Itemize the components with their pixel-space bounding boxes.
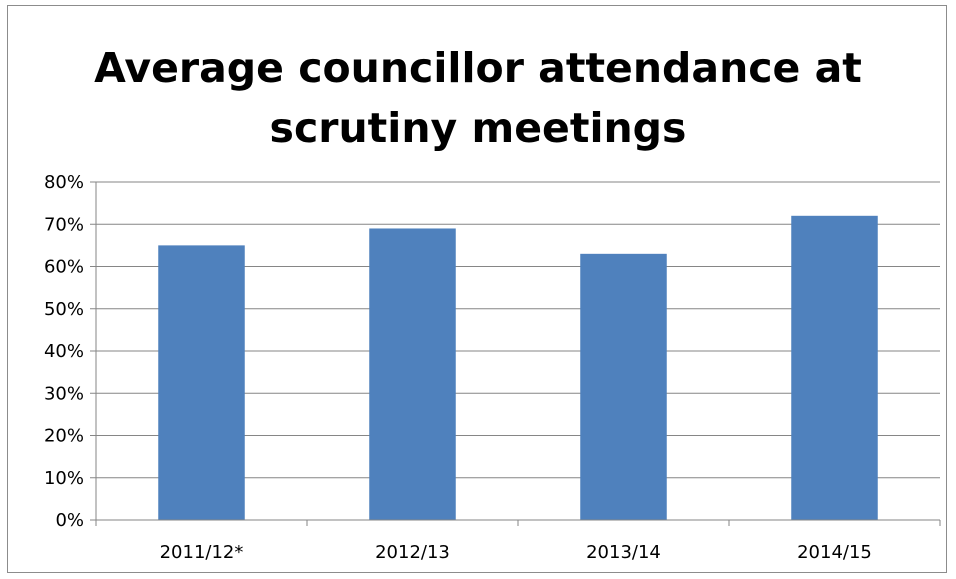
chart-title: Average councillor attendance at scrutin… xyxy=(0,38,956,158)
bar xyxy=(158,245,245,520)
y-tick-label: 50% xyxy=(44,299,84,320)
tick-labels: 0% 10% 20% 30% 40% 50% 60% 70% 80% 2011/12* 2012/1… xyxy=(44,172,872,563)
chart-title-line-2: scrutiny meetings xyxy=(269,104,687,152)
x-tick-label: 2014/15 xyxy=(797,542,872,563)
y-tick-label: 40% xyxy=(44,341,84,362)
bar xyxy=(369,228,456,520)
chart-title-line-1: Average councillor attendance at xyxy=(94,44,862,92)
y-tick-label: 80% xyxy=(44,172,84,193)
bar xyxy=(791,215,878,521)
y-tick-label: 20% xyxy=(44,426,84,447)
x-tick-label: 2011/12* xyxy=(160,542,244,563)
y-tick-label: 60% xyxy=(44,257,84,278)
y-tick-label: 70% xyxy=(44,214,84,235)
x-tick-label: 2013/14 xyxy=(586,542,661,563)
y-tick-label: 10% xyxy=(44,468,84,489)
axes xyxy=(90,181,941,526)
bar xyxy=(580,253,667,520)
y-tick-label: 30% xyxy=(44,383,84,404)
bars xyxy=(158,215,878,521)
x-tick-label: 2012/13 xyxy=(375,542,450,563)
y-tick-label: 0% xyxy=(55,510,84,531)
